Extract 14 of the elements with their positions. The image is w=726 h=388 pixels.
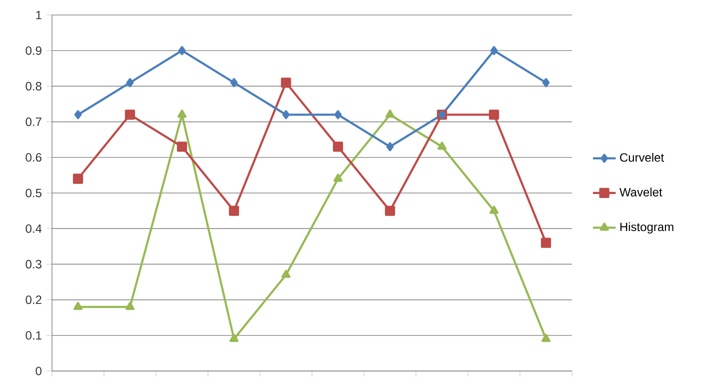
y-tick-label: 0.2 — [26, 296, 42, 304]
y-tick-label: 0.5 — [26, 188, 42, 198]
legend-label: Wavelet — [619, 188, 662, 196]
y-tick-label: 0.3 — [26, 260, 42, 268]
y-tick-label: 0.9 — [26, 46, 42, 55]
y-tick-label: 0.7 — [26, 118, 42, 126]
y-tick-label: 0.4 — [26, 224, 42, 233]
y-tick-label: 0.6 — [26, 153, 42, 162]
y-tick-label: 1 — [36, 10, 42, 20]
y-tick-label: 0.1 — [26, 331, 42, 340]
y-tick-label: 0.8 — [26, 82, 42, 90]
legend-label: Curvelet — [620, 152, 664, 162]
y-tick-label: 0 — [36, 366, 42, 376]
legend-label: Histogram — [620, 222, 674, 234]
